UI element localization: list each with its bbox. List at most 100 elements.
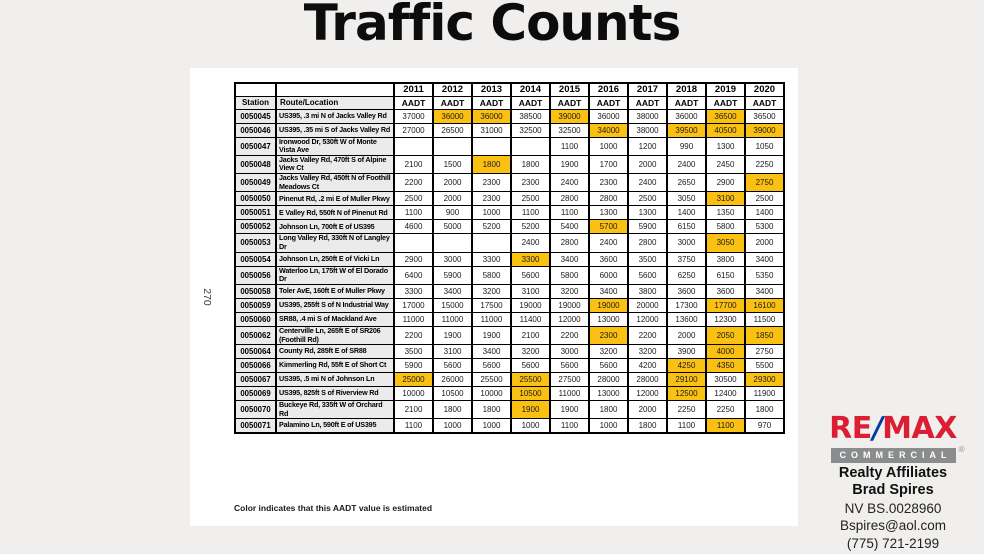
aadt-value-cell: 36500 (744, 108, 785, 124)
year-header-cell: 2016 (588, 82, 629, 97)
aadt-value-cell: 34000 (588, 122, 629, 138)
aadt-value-cell: 6000 (588, 265, 629, 285)
aadt-value-cell: 11500 (744, 311, 785, 327)
aadt-value-cell: 17500 (471, 297, 512, 313)
aadt-value-cell: 3600 (666, 283, 707, 299)
aadt-value-cell: 1050 (744, 136, 785, 156)
aadt-value-cell: 5400 (549, 219, 590, 235)
aadt-value-cell: 2500 (393, 191, 434, 207)
aadt-value-cell: 26000 (432, 372, 473, 388)
aadt-subheader-cell: AADT (666, 95, 707, 110)
aadt-value-cell: 3600 (705, 283, 746, 299)
aadt-value-cell: 12300 (705, 311, 746, 327)
station-cell: 0050070 (234, 400, 277, 420)
year-header-cell: 2014 (510, 82, 551, 97)
year-header-row: 2011 2012 2013 2014 2015 2016 2017 2018 2019 2020 (234, 82, 785, 97)
aadt-value-cell: 5800 (705, 219, 746, 235)
document-card: 270 2011 2012 2013 2014 2015 2016 2017 2018 2019… (190, 68, 798, 526)
aadt-subheader-cell: AADT (393, 95, 434, 110)
aadt-value-cell: 25500 (510, 372, 551, 388)
agent-info-line: Realty Affiliates (838, 464, 948, 481)
aadt-value-cell: 36000 (432, 108, 473, 124)
aadt-value-cell: 2250 (744, 154, 785, 175)
aadt-value-cell: 2000 (666, 325, 707, 346)
aadt-value-cell: 2650 (666, 173, 707, 193)
aadt-value-cell: 31000 (471, 122, 512, 138)
table-row: 0050059 US395, 255ft S of N Industrial Wa… (234, 297, 785, 313)
station-cell: 0050046 (234, 122, 277, 138)
aadt-value-cell: 1200 (627, 136, 668, 156)
aadt-value-cell: 17300 (666, 297, 707, 313)
aadt-value-cell: 27500 (549, 372, 590, 388)
table-row: 0050049 Jacks Valley Rd, 450ft N of Footh… (234, 173, 785, 193)
page-number: 270 (201, 288, 213, 306)
aadt-value-cell: 2100 (510, 325, 551, 346)
aadt-value-cell: 37000 (393, 108, 434, 124)
aadt-value-cell: 1800 (471, 154, 512, 175)
table-row: 0050052 Johnson Ln, 700ft E of US395 4600 5… (234, 219, 785, 235)
aadt-value-cell: 12000 (549, 311, 590, 327)
table-row: 0050054 Johnson Ln, 250ft E of Vicki Ln 29… (234, 251, 785, 267)
station-cell: 0050058 (234, 283, 277, 299)
aadt-value-cell: 3300 (471, 251, 512, 267)
aadt-value-cell: 3750 (666, 251, 707, 267)
aadt-value-cell: 2500 (627, 191, 668, 207)
aadt-value-cell: 900 (432, 205, 473, 221)
station-cell: 0050056 (234, 265, 277, 285)
aadt-value-cell: 3300 (510, 251, 551, 267)
aadt-value-cell: 32500 (549, 122, 590, 138)
aadt-value-cell: 1000 (588, 136, 629, 156)
route-cell: US395, .5 mi N of Johnson Ln (275, 372, 395, 388)
aadt-value-cell: 2400 (549, 173, 590, 193)
aadt-value-cell: 39000 (744, 122, 785, 138)
aadt-value-cell: 1100 (666, 418, 707, 434)
aadt-value-cell: 19000 (588, 297, 629, 313)
aadt-value-cell: 1000 (588, 418, 629, 434)
aadt-value-cell: 2300 (471, 173, 512, 193)
year-header-cell: 2015 (549, 82, 590, 97)
aadt-value-cell: 11400 (510, 311, 551, 327)
agent-info: Realty Affiliates Brad Spires NV BS.002896… (803, 465, 983, 553)
aadt-value-cell: 1300 (588, 205, 629, 221)
route-cell: Jacks Valley Rd, 470ft S of Alpine View … (275, 154, 395, 175)
aadt-value-cell: 5350 (744, 265, 785, 285)
aadt-value-cell: 25500 (471, 372, 512, 388)
aadt-value-cell: 27000 (393, 122, 434, 138)
station-cell: 0050052 (234, 219, 277, 235)
aadt-value-cell: 5300 (744, 219, 785, 235)
aadt-value-cell: 2400 (666, 154, 707, 175)
aadt-value-cell: 13000 (588, 311, 629, 327)
aadt-value-cell: 1100 (393, 418, 434, 434)
table-row: 0050062 Centerville Ln, 265ft E of SR206 … (234, 325, 785, 346)
aadt-value-cell: 36000 (588, 108, 629, 124)
page-title: Traffic Counts (303, 0, 682, 52)
aadt-value-cell: 1850 (744, 325, 785, 346)
table-head: 2011 2012 2013 2014 2015 2016 2017 2018 2019 2020… (234, 82, 785, 110)
aadt-value-cell: 1500 (432, 154, 473, 175)
station-cell: 0050059 (234, 297, 277, 313)
aadt-value-cell: 2500 (510, 191, 551, 207)
aadt-value-cell: 2900 (705, 173, 746, 193)
aadt-value-cell: 3800 (627, 283, 668, 299)
remax-logo: RE/MAX (803, 411, 983, 446)
aadt-value-cell: 3050 (705, 233, 746, 253)
aadt-value-cell: 3400 (471, 344, 512, 360)
aadt-value-cell: 32500 (510, 122, 551, 138)
table-row: 0050047 Ironwood Dr, 530ft W of Monte Vis… (234, 136, 785, 156)
aadt-value-cell: 6150 (666, 219, 707, 235)
aadt-value-cell: 19000 (510, 297, 551, 313)
aadt-value-cell: 3100 (705, 191, 746, 207)
traffic-counts-table: 2011 2012 2013 2014 2015 2016 2017 2018 2019 2020… (234, 82, 785, 434)
aadt-value-cell: 2400 (510, 233, 551, 253)
aadt-value-cell: 29100 (666, 372, 707, 388)
aadt-value-cell: 1900 (549, 400, 590, 420)
aadt-value-cell: 13600 (666, 311, 707, 327)
aadt-value-cell: 6250 (666, 265, 707, 285)
aadt-value-cell: 2000 (432, 173, 473, 193)
aadt-value-cell: 3500 (393, 344, 434, 360)
agent-info-line: (775) 721-2199 (846, 535, 940, 551)
aadt-value-cell: 2100 (393, 400, 434, 420)
aadt-value-cell: 25000 (393, 372, 434, 388)
aadt-value-cell: 5900 (432, 265, 473, 285)
year-header-cell: 2012 (432, 82, 473, 97)
